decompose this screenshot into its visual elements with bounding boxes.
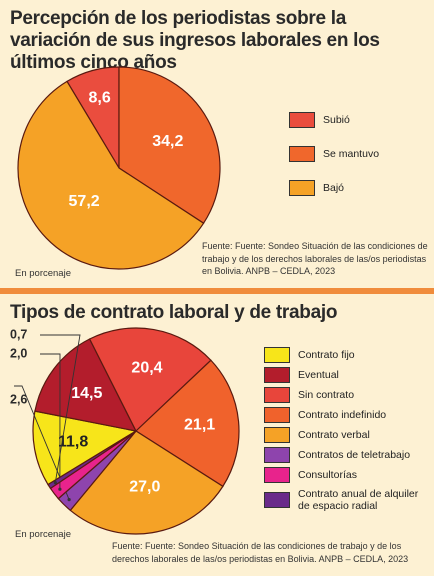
callout-line	[14, 385, 70, 500]
legend-item: Contrato verbal	[264, 425, 430, 445]
legend-item: Se mantuvo	[289, 137, 429, 171]
legend-swatch	[264, 467, 290, 483]
legend-item: Eventual	[264, 365, 430, 385]
legend-label: Subió	[323, 114, 350, 126]
legend-label: Contrato indefinido	[298, 409, 387, 421]
legend-item: Consultorías	[264, 465, 430, 485]
data-label: 27,0	[129, 479, 160, 496]
pie-slice	[69, 430, 224, 535]
pie-slice	[135, 359, 240, 488]
legend-label: Contrato fijo	[298, 349, 355, 361]
legend-label: Se mantuvo	[323, 148, 380, 160]
legend-label: Sin contrato	[298, 389, 355, 401]
callout-dot	[58, 487, 62, 491]
data-label: 8,6	[88, 89, 110, 106]
unit-label: En porcenaje	[15, 529, 71, 540]
legend-item: Contratos de teletrabajo	[264, 445, 430, 465]
chart-panel-income: Percepción de los periodistas sobre la v…	[10, 8, 380, 73]
legend-swatch	[264, 347, 290, 363]
legend-item: Contrato indefinido	[264, 405, 430, 425]
unit-label: En porcenaje	[15, 268, 71, 279]
data-label: 2,6	[10, 392, 27, 406]
pie-slice	[32, 410, 138, 486]
chart-title: Percepción de los periodistas sobre la v…	[10, 8, 380, 73]
legend: Subió Se mantuvo Bajó	[289, 103, 429, 205]
legend-swatch	[264, 387, 290, 403]
pie-slice	[88, 327, 212, 432]
data-label: 14,5	[71, 385, 102, 402]
legend-swatch	[289, 112, 315, 128]
data-label: 2,0	[10, 346, 27, 360]
legend-label: Contrato anual de alquiler de espacio ra…	[298, 488, 419, 512]
legend-label: Bajó	[323, 182, 345, 194]
data-label: 20,4	[131, 360, 162, 377]
legend-label: Eventual	[298, 369, 339, 381]
pie-slice	[17, 80, 205, 270]
legend-item: Bajó	[289, 171, 429, 205]
legend: Contrato fijo Eventual Sin contrato Contrat…	[264, 345, 430, 515]
data-label: 11,8	[58, 434, 88, 451]
callout-line	[40, 334, 81, 483]
legend-item: Sin contrato	[264, 385, 430, 405]
section-divider	[0, 288, 434, 294]
source-note: Fuente: Fuente: Sondeo Situación de las …	[112, 541, 409, 564]
legend-item: Contrato anual de alquiler de espacio ra…	[264, 485, 430, 515]
callout-line	[40, 353, 61, 490]
legend-item: Subió	[289, 103, 429, 137]
callout-dot	[67, 498, 71, 502]
legend-label: Contrato verbal	[298, 429, 370, 441]
legend-label: Contratos de teletrabajo	[298, 449, 411, 461]
chart-panel-contracts: Tipos de contrato laboral y de trabajo	[0, 296, 434, 576]
legend-swatch	[264, 407, 290, 423]
source-note: Fuente: Fuente: Sondeo Situación de las …	[202, 241, 428, 276]
legend-swatch	[264, 367, 290, 383]
legend-item: Contrato fijo	[264, 345, 430, 365]
data-label: 57,2	[69, 193, 100, 210]
data-label: 0,7	[10, 327, 27, 341]
callout-dot	[53, 481, 57, 485]
pie-slice	[47, 430, 137, 490]
data-label: 21,1	[184, 417, 215, 434]
data-label: 34,2	[152, 133, 183, 150]
chart-title: Tipos de contrato laboral y de trabajo	[10, 302, 338, 323]
legend-swatch	[264, 447, 290, 463]
legend-swatch	[264, 427, 290, 443]
legend-label: Consultorías	[298, 469, 357, 481]
legend-swatch	[289, 180, 315, 196]
legend-swatch	[264, 492, 290, 508]
legend-swatch	[289, 146, 315, 162]
